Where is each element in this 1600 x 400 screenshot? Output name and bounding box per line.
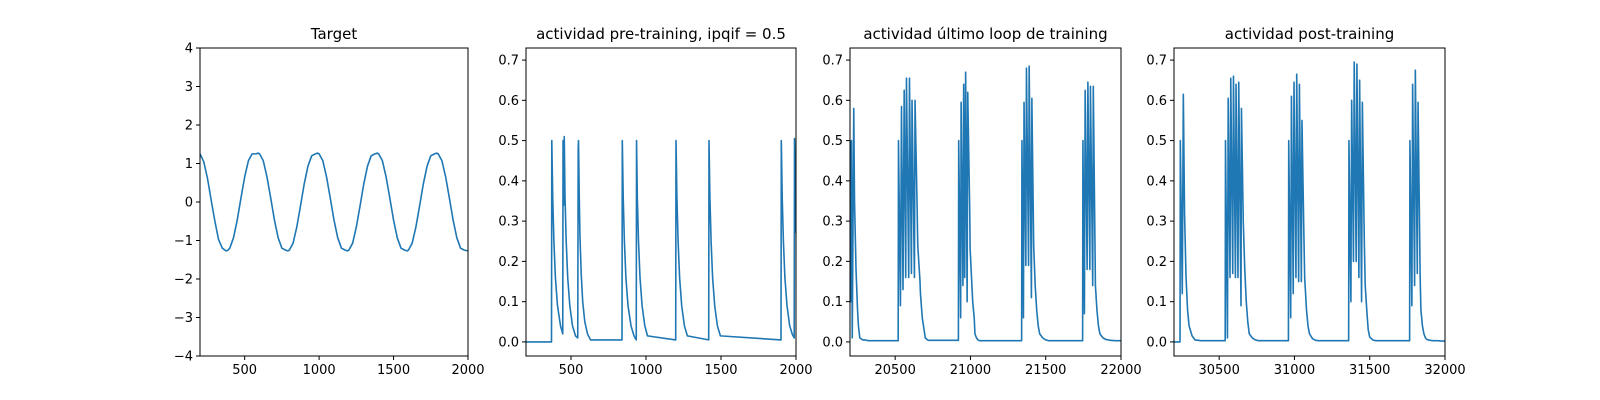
x-tick-label: 22000 (1100, 363, 1141, 378)
y-tick-label: 0.4 (498, 174, 519, 189)
plot-frame (849, 47, 1122, 357)
y-tick-label: 0.2 (1146, 255, 1167, 270)
y-tick-label: 0.0 (498, 335, 519, 350)
chart-title: actividad último loop de training (863, 25, 1107, 43)
y-tick-label: 0.3 (498, 215, 519, 230)
x-tick-label: 20500 (874, 363, 915, 378)
y-tick-label: 0.3 (822, 215, 843, 230)
y-tick-label: 0.7 (822, 54, 843, 69)
y-tick-label: −3 (174, 311, 193, 326)
x-tick-label: 500 (232, 363, 257, 378)
chart-panel-4: 30500 31000 31500 32000 0.0 0.1 0.2 0.3 0.4 0.5 0.… (1146, 25, 1465, 378)
chart-panel-1: 500 1000 1500 2000 −4 −3 −2 −1 0 1 2 3 4 Target (174, 25, 485, 378)
y-tick-label: 0.1 (822, 295, 843, 310)
x-tick-label: 1500 (704, 363, 737, 378)
y-tick-label: 0.7 (1146, 54, 1167, 69)
y-tick-label: 2 (185, 119, 193, 134)
y-tick-label: 0.1 (1146, 295, 1167, 310)
series-line-1-1 (200, 152, 468, 252)
y-tick-label: 1 (185, 157, 193, 172)
plot-frame (525, 47, 797, 357)
chart-title: Target (310, 25, 358, 43)
chart-title: actividad post-training (1225, 25, 1394, 43)
x-tick-label: 31000 (1274, 363, 1315, 378)
chart-panel-2: 500 1000 1500 2000 0.0 0.1 0.2 0.3 0.4 0.5 0.6 0.7 a… (498, 25, 812, 378)
y-tick-label: 0.6 (498, 94, 519, 109)
series-line-4-1 (1174, 61, 1445, 343)
x-tick-label: 21000 (950, 363, 991, 378)
y-tick-label: 0.0 (1146, 335, 1167, 350)
y-tick-label: 0.7 (498, 54, 519, 69)
y-tick-label: 0.5 (822, 134, 843, 149)
chart-title: actividad pre-training, ipqif = 0.5 (536, 25, 786, 43)
y-tick-label: 0.4 (1146, 174, 1167, 189)
y-tick-label: 0.3 (1146, 215, 1167, 230)
x-tick-label: 21500 (1025, 363, 1066, 378)
series-line-3-1 (850, 65, 1121, 342)
x-tick-label: 1000 (303, 363, 336, 378)
chart-panel-3: 20500 21000 21500 22000 0.0 0.1 0.2 0.3 0.4 0.5 0.… (822, 25, 1141, 378)
x-tick-label: 32000 (1424, 363, 1465, 378)
y-tick-label: 0.2 (498, 255, 519, 270)
x-tick-label: 2000 (451, 363, 484, 378)
y-tick-label: 0.6 (822, 94, 843, 109)
y-tick-label: 0.2 (822, 255, 843, 270)
y-tick-label: 0.5 (498, 134, 519, 149)
y-tick-label: −1 (174, 234, 193, 249)
y-tick-label: 0.0 (822, 335, 843, 350)
x-tick-label: 500 (559, 363, 584, 378)
x-tick-label: 30500 (1198, 363, 1239, 378)
y-tick-label: −4 (174, 350, 193, 365)
series-line-2-1 (526, 135, 796, 343)
y-tick-label: −2 (174, 273, 193, 288)
y-tick-label: 0.5 (1146, 134, 1167, 149)
x-tick-label: 31500 (1349, 363, 1390, 378)
y-tick-label: 0.1 (498, 295, 519, 310)
y-tick-label: 4 (185, 42, 193, 57)
y-tick-label: 3 (185, 80, 193, 95)
y-tick-label: 0.4 (822, 174, 843, 189)
y-tick-label: 0 (185, 196, 193, 211)
x-tick-label: 2000 (779, 363, 812, 378)
y-tick-label: 0.6 (1146, 94, 1167, 109)
x-tick-label: 1500 (377, 363, 410, 378)
plot-frame (1173, 47, 1446, 357)
x-tick-label: 1000 (629, 363, 662, 378)
